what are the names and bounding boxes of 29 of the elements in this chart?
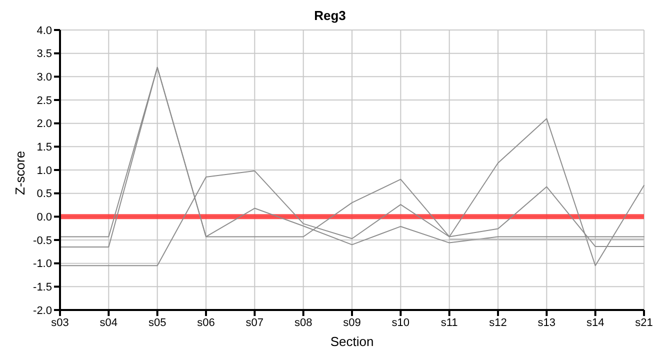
x-tick-label: s03 — [51, 316, 69, 329]
y-tick-label: 2.5 — [36, 94, 52, 107]
x-tick-label: s12 — [489, 316, 507, 329]
y-tick-label: 0.0 — [36, 212, 52, 224]
x-tick-label: s04 — [100, 316, 118, 329]
y-tick-label: 4.0 — [36, 24, 52, 37]
y-tick-label: -1.0 — [33, 258, 52, 270]
chart-title: Reg3 — [313, 8, 347, 25]
y-tick-label: 3.0 — [36, 72, 52, 84]
y-tick-label: -2.0 — [33, 304, 52, 317]
x-tick-label: s08 — [294, 316, 312, 329]
y-tick-label: 2.0 — [36, 118, 52, 130]
y-tick-label: 1.5 — [36, 142, 52, 154]
x-tick-label: s07 — [246, 316, 264, 329]
x-tick-label: s05 — [148, 316, 166, 329]
x-tick-label: s06 — [197, 316, 215, 329]
x-tick-label: s13 — [538, 316, 556, 329]
y-tick-label: -0.5 — [33, 234, 52, 247]
x-axis-title: Section — [330, 334, 374, 349]
y-tick-label: 1.0 — [36, 164, 52, 177]
y-tick-label: 3.5 — [36, 48, 52, 60]
x-tick-label: s21 — [635, 316, 653, 329]
y-tick-label: -1.5 — [33, 282, 52, 294]
y-tick-label: 0.5 — [36, 188, 52, 200]
y-axis-title: Z-score — [12, 150, 28, 195]
x-tick-label: s14 — [586, 316, 604, 329]
x-tick-label: s11 — [440, 316, 458, 329]
x-tick-label: s10 — [392, 316, 410, 329]
x-tick-label: s09 — [343, 316, 361, 329]
